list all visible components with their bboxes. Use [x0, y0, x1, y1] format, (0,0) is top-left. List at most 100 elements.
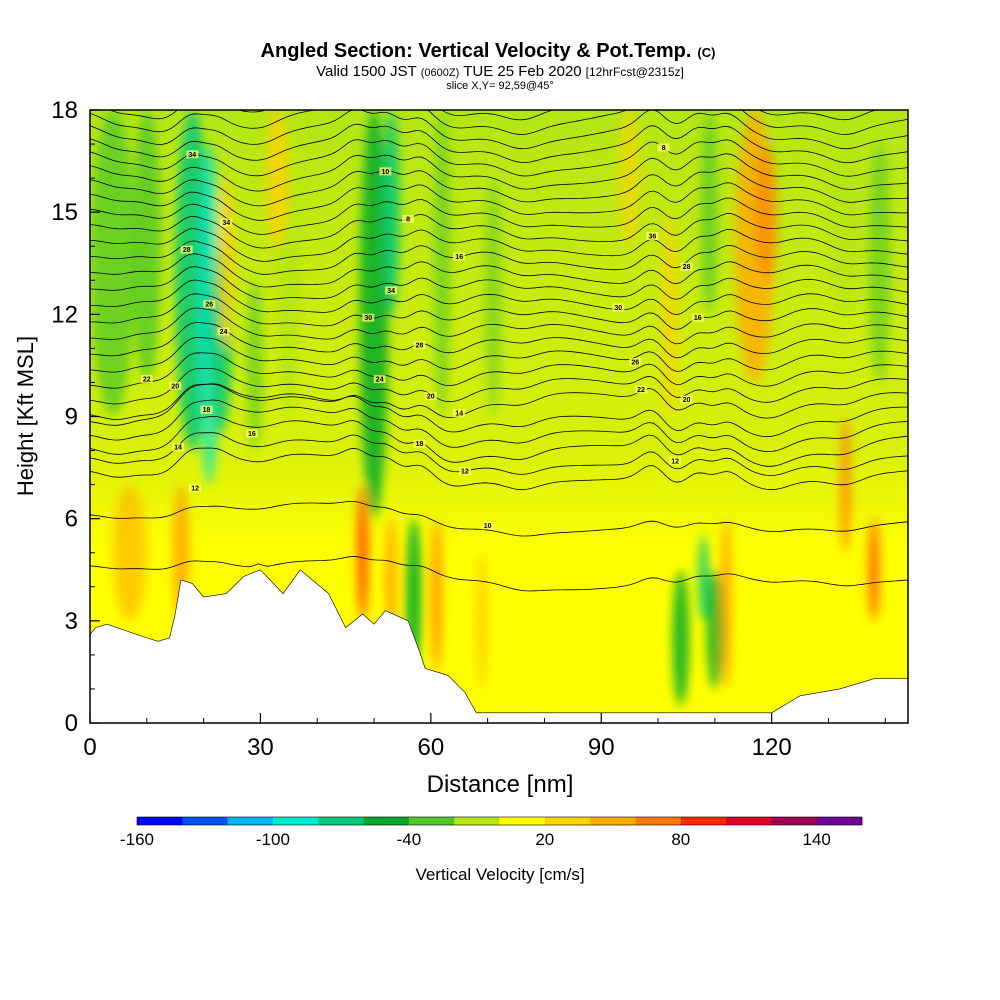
y-tick-label: 6	[65, 506, 78, 533]
contour-label: 22	[140, 375, 153, 384]
svg-text:10: 10	[484, 523, 492, 530]
contour-label: 30	[612, 303, 625, 312]
svg-text:8: 8	[406, 217, 410, 224]
contour-label: 20	[169, 381, 182, 390]
contour-label: 26	[629, 358, 642, 367]
updraft-core	[754, 144, 778, 281]
colorbar-label: Vertical Velocity [cm/s]	[415, 865, 584, 884]
colorbar-swatch	[680, 817, 727, 825]
updraft-band	[476, 552, 488, 689]
contour-label: 36	[646, 232, 659, 241]
svg-text:28: 28	[683, 264, 691, 271]
svg-text:24: 24	[220, 329, 228, 336]
svg-text:34: 34	[222, 220, 230, 227]
contour-label: 8	[657, 143, 670, 152]
y-tick-label: 3	[65, 608, 78, 635]
contour-label: 24	[217, 327, 230, 336]
colorbar-swatch	[408, 817, 455, 825]
x-tick-label: 120	[752, 734, 792, 761]
svg-text:36: 36	[649, 234, 657, 241]
pot-temp-contour	[90, 399, 908, 453]
svg-text:16: 16	[694, 315, 702, 322]
colorbar-swatch	[590, 817, 636, 825]
pot-temp-contour	[90, 240, 908, 275]
chart-title: Angled Section: Vertical Velocity & Pot.…	[261, 40, 716, 62]
svg-text:26: 26	[631, 360, 639, 367]
colorbar-frame	[136, 816, 863, 826]
updraft-band	[385, 518, 397, 638]
x-tick-label: 60	[417, 734, 444, 761]
contour-label: 14	[453, 409, 466, 418]
contour-label: 12	[189, 484, 202, 493]
pot-temp-contour	[90, 447, 908, 491]
contour-label: 34	[385, 286, 398, 295]
colorbar-swatch	[771, 817, 817, 825]
svg-text:14: 14	[455, 411, 463, 418]
colorbar-swatch	[227, 817, 274, 825]
contour-label: 18	[200, 405, 213, 414]
x-tick-label: 30	[247, 734, 274, 761]
updraft-band	[720, 518, 732, 689]
svg-text:16: 16	[248, 431, 256, 438]
contour-label: 16	[245, 429, 258, 438]
pot-temp-contour	[90, 153, 908, 192]
colorbar: -160 -100 -40 20 80 140	[120, 816, 863, 849]
contour-label: 10	[379, 167, 392, 176]
svg-text:8: 8	[662, 145, 666, 152]
updraft-core	[357, 484, 369, 621]
contour-label: 16	[453, 252, 466, 261]
pot-temp-contour	[90, 213, 908, 249]
x-tick-label: 0	[83, 734, 96, 761]
svg-text:10: 10	[382, 169, 390, 176]
contour-label: 26	[203, 300, 216, 309]
y-axis-label: Height [Kft MSL]	[13, 336, 38, 496]
svg-text:18: 18	[203, 407, 211, 414]
colorbar-swatch	[544, 817, 591, 825]
pot-temp-contour	[109, 110, 878, 121]
svg-text:22: 22	[637, 387, 645, 394]
pot-temp-contour	[90, 383, 908, 420]
svg-text:12: 12	[191, 486, 199, 493]
downdraft-core	[697, 535, 710, 621]
downdraft-band	[246, 280, 264, 451]
pot-temp-contour	[90, 352, 908, 389]
contour-label: 26	[413, 341, 426, 350]
svg-text:22: 22	[143, 377, 151, 384]
contour-label: 24	[373, 375, 386, 384]
colorbar-swatch	[363, 817, 410, 825]
pot-temp-contour	[90, 110, 908, 150]
y-tick-label: 9	[65, 404, 78, 431]
pot-temp-contour	[90, 279, 908, 316]
slice-info: slice X,Y= 92,59@45°	[446, 80, 554, 92]
colorbar-swatch	[726, 817, 772, 825]
pot-temp-contour	[90, 368, 908, 405]
y-tick-label: 18	[51, 97, 78, 124]
colorbar-tick-label: 20	[535, 830, 554, 849]
svg-text:16: 16	[455, 254, 463, 261]
plot-area: 34 34 28 26 24 22 20 18 16 14 12 10 8 34 30 26 24 20 18 16 1…	[90, 110, 908, 723]
svg-text:30: 30	[364, 315, 372, 322]
downdraft-core	[382, 110, 400, 315]
downdraft-band	[484, 178, 502, 417]
contour-label: 14	[172, 443, 184, 452]
contour-label: 16	[691, 313, 704, 322]
downdraft-band	[132, 110, 161, 383]
colorbar-tick-label: 140	[803, 830, 831, 849]
colorbar-swatch	[272, 817, 319, 825]
colorbar-swatch	[816, 817, 863, 825]
pot-temp-contour	[90, 197, 908, 235]
colorbar-swatch	[318, 817, 364, 825]
svg-text:20: 20	[171, 383, 179, 390]
updraft-band	[217, 178, 235, 349]
contour-label: 20	[424, 392, 437, 401]
pot-temp-contour	[90, 293, 908, 330]
downdraft-band	[828, 110, 863, 315]
contour-label: 20	[680, 395, 693, 404]
colorbar-swatch	[137, 817, 183, 825]
svg-text:30: 30	[614, 305, 622, 312]
x-tick-label: 90	[588, 734, 615, 761]
valid-time-line: Valid 1500 JST (0600Z) TUE 25 Feb 2020 [12h…	[316, 63, 684, 80]
pot-temp-contour	[90, 266, 908, 300]
